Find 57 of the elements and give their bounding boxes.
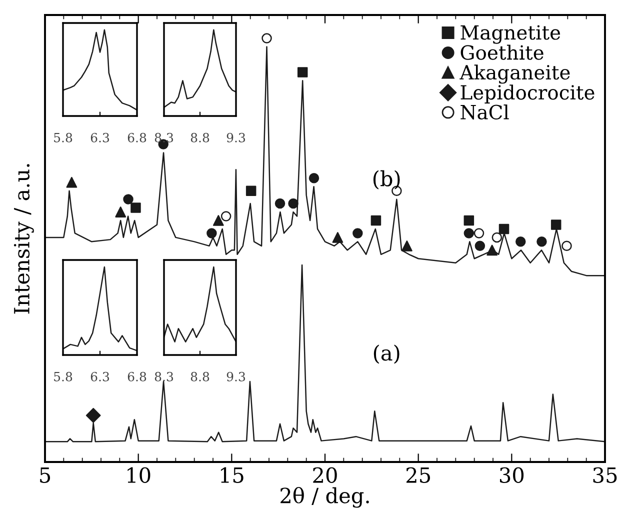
annotation: (b): [373, 170, 400, 190]
point: [464, 215, 474, 226]
legend-label: Lepidocrocite: [460, 84, 594, 104]
point: [492, 232, 502, 243]
x-tick-label: 10: [128, 467, 150, 483]
point: [402, 240, 412, 252]
point: [308, 173, 320, 184]
point: [297, 67, 308, 78]
point: [474, 240, 486, 252]
legend-label: NaCl: [460, 104, 509, 120]
point: [115, 206, 126, 218]
x-tick-label: 5.8: [54, 372, 72, 382]
point: [464, 228, 474, 238]
point: [498, 224, 510, 234]
x-tick-label: 15: [220, 467, 244, 483]
x-tick-label: 8.8: [190, 372, 210, 382]
x-tick-label: 9.3: [226, 372, 246, 382]
point: [212, 215, 224, 226]
x-tick-label: 9.3: [226, 132, 246, 142]
point: [220, 211, 232, 222]
point: [370, 215, 382, 226]
point: [274, 198, 286, 209]
point: [474, 228, 484, 238]
point: [550, 220, 562, 230]
point: [206, 228, 217, 238]
x-axis-title: 2θ / deg.: [280, 487, 369, 508]
point: [332, 232, 344, 243]
point: [66, 176, 78, 188]
x-tick-label: 35: [593, 467, 617, 483]
annotation: (a): [374, 344, 400, 364]
x-tick-label: 6.3: [90, 132, 110, 142]
point: [486, 244, 498, 256]
point: [86, 408, 101, 423]
legend-label: Goethite: [460, 44, 544, 60]
x-tick-label: 8.8: [190, 132, 210, 142]
point: [262, 33, 272, 44]
y-axis-title: Intensity / a.u.: [14, 164, 34, 314]
x-tick-label: 5.8: [54, 132, 72, 142]
point: [536, 236, 547, 247]
point: [130, 202, 141, 213]
x-tick-label: 8.3: [154, 372, 174, 382]
point: [562, 240, 572, 252]
point: [123, 194, 134, 204]
point: [246, 186, 256, 196]
legend-label: Magnetite: [460, 25, 560, 44]
x-tick-label: 5: [40, 468, 50, 483]
x-tick-label: 30: [500, 467, 524, 483]
point: [288, 198, 298, 209]
x-tick-label: 6.8: [128, 132, 146, 142]
x-tick-label: 6.8: [128, 372, 146, 382]
point: [352, 228, 363, 238]
legend-label: Akaganeite: [460, 64, 570, 84]
x-tick-label: 8.3: [154, 132, 174, 142]
x-tick-label: 6.3: [90, 372, 110, 382]
x-tick-label: 25: [406, 467, 430, 483]
x-tick-label: 20: [313, 467, 337, 483]
point: [516, 236, 526, 247]
